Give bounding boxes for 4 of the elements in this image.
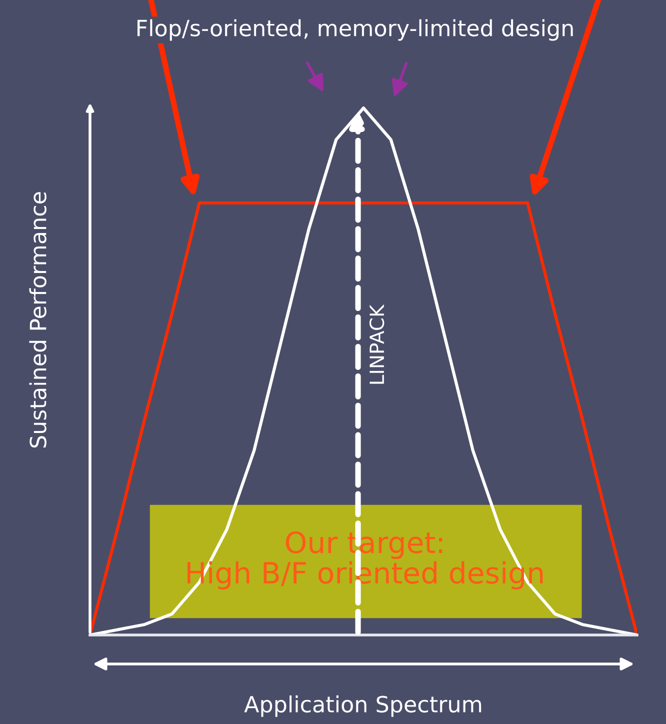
x-axis-title: Application Spectrum [244,695,482,717]
y-axis-title: Sustained Performance [29,192,46,448]
text: Flop/s-oriented, memory-limited design [138,19,573,41]
annotation: LINPACK [369,304,384,384]
